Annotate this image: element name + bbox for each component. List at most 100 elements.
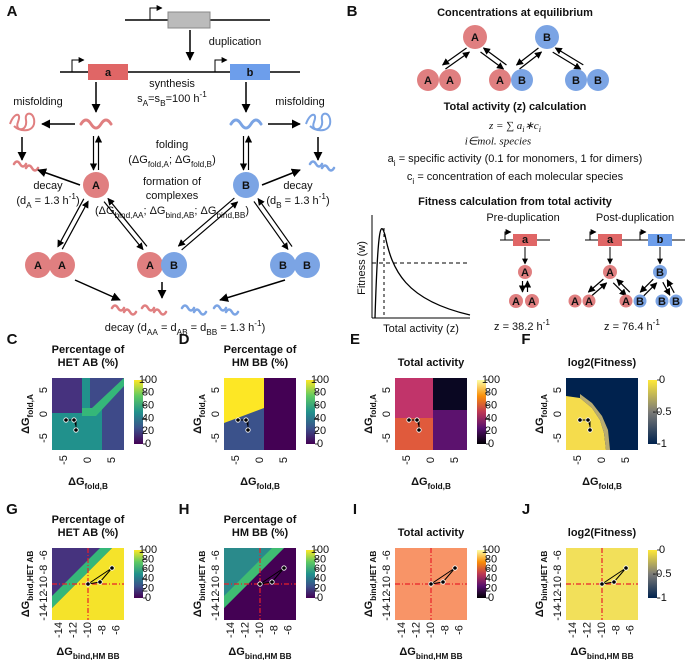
- gene-a: [88, 64, 128, 80]
- x-tick-label: -12: [68, 622, 80, 638]
- trajectory-point: [97, 579, 103, 585]
- gene: [648, 234, 672, 246]
- y-tick-label: -14: [552, 605, 564, 621]
- y-tick-label: 0: [552, 411, 564, 417]
- protein-circle: [83, 172, 109, 198]
- y-axis-label: ΔGbind,HET AB: [363, 551, 378, 618]
- text-segment: bind,AA: [115, 211, 144, 220]
- colorbar-label: 20: [314, 582, 326, 594]
- gene: [598, 234, 622, 246]
- y-tick-label: -8: [381, 565, 393, 575]
- text-segment: ΔG: [582, 476, 598, 488]
- text-segment: fold,B: [191, 160, 213, 169]
- colorbar-label: 40: [142, 573, 154, 585]
- text-segment: ): [245, 205, 249, 217]
- protein-circle: [669, 294, 683, 308]
- protein-label: B: [543, 32, 551, 44]
- x-axis-label: ΔGfold,B: [582, 476, 622, 491]
- x-tick-label: -14: [53, 622, 65, 638]
- x-tick-label: 5: [449, 457, 461, 463]
- trajectory-point: [85, 581, 91, 587]
- label: decay: [33, 180, 63, 192]
- text-segment: bind,BB: [216, 211, 245, 220]
- colorbar-label: -0.5: [653, 568, 672, 580]
- protein-circle: [489, 69, 511, 91]
- protein-label: A: [585, 296, 593, 308]
- protein-label: B: [279, 260, 287, 272]
- text-segment: ): [212, 154, 216, 166]
- degraded-protein: [122, 308, 138, 316]
- x-axis-label: ΔGbind,HM BB: [399, 646, 462, 660]
- protein-label: A: [521, 267, 529, 279]
- colorbar-label: 100: [482, 544, 500, 556]
- text-segment: BB: [206, 328, 218, 337]
- y-axis-label: ΔGbind,HET AB: [20, 551, 35, 618]
- colorbar-label: 20: [485, 425, 497, 437]
- x-tick-label: -10: [254, 622, 266, 638]
- degraded-protein: [110, 304, 126, 312]
- y-tick-label: -14: [38, 605, 50, 621]
- heatmap-title: Percentage of: [52, 344, 125, 356]
- text-segment: =100 h: [166, 93, 200, 105]
- text-segment: (ΔG: [128, 154, 148, 166]
- protein-circle: [270, 252, 296, 278]
- text-segment: = 1.3 h: [32, 195, 69, 207]
- text-segment: bind,AB: [166, 211, 195, 220]
- text-segment: ): [76, 195, 80, 207]
- equilibrium-arrow: [445, 51, 471, 70]
- text-segment: B: [276, 201, 282, 210]
- panel-label: G: [6, 501, 18, 518]
- y-tick-label: -10: [210, 576, 222, 592]
- text-segment: fold,A: [198, 394, 207, 417]
- label: Pre-duplication: [486, 212, 559, 224]
- trajectory-point: [452, 565, 458, 571]
- text-segment: ΔG: [228, 646, 244, 658]
- label: (ΔGfold,A; ΔGfold,B): [128, 154, 216, 169]
- text-segment: i: [394, 159, 396, 168]
- colorbar-label: 100: [311, 374, 329, 386]
- x-tick-label: -8: [610, 625, 622, 635]
- trajectory-point: [235, 417, 241, 423]
- colorbar-label: 40: [485, 573, 497, 585]
- colorbar-label: 0: [317, 592, 323, 604]
- panel-label: J: [522, 501, 530, 518]
- protein-circle: [655, 294, 669, 308]
- x-tick-label: -8: [96, 625, 108, 635]
- y-axis-label: ΔGfold,A: [363, 394, 378, 434]
- heatmap-title: Total activity: [398, 357, 465, 369]
- colorbar-label: 60: [314, 563, 326, 575]
- equilibrium-arrow: [552, 51, 582, 70]
- text-segment: -1: [543, 318, 551, 327]
- x-tick-label: -12: [582, 622, 594, 638]
- gene-b: [230, 64, 270, 80]
- text-segment: c: [407, 171, 413, 183]
- trajectory-point: [245, 427, 251, 433]
- colorbar: [306, 550, 315, 598]
- text-segment: bind,HET AB: [198, 551, 207, 601]
- trajectory-point: [440, 579, 446, 585]
- heatmap-region: [264, 378, 296, 450]
- protein-label: B: [242, 180, 250, 192]
- x-tick-label: 0: [254, 457, 266, 463]
- text-segment: A: [26, 201, 32, 210]
- equilibrium-arrow: [519, 51, 543, 70]
- colorbar-label: 20: [142, 425, 154, 437]
- heatmap-title: HM BB (%): [232, 527, 289, 539]
- equilibrium-arrow: [515, 47, 539, 66]
- colorbar-label: 80: [314, 554, 326, 566]
- x-tick-label: -10: [82, 622, 94, 638]
- protein-label: A: [512, 296, 520, 308]
- label: decay: [283, 180, 313, 192]
- label: (dA = 1.3 h-1): [16, 192, 79, 210]
- text-segment: z = 38.2 h: [494, 321, 543, 333]
- protein-circle: [587, 69, 609, 91]
- x-tick-label: 5: [620, 457, 632, 463]
- colorbar-label: 0: [659, 374, 665, 386]
- panel-label: I: [353, 501, 357, 518]
- equilibrium-arrow: [639, 278, 654, 293]
- heatmap-region: [82, 378, 124, 416]
- text-segment: fold,B: [599, 482, 622, 491]
- text-segment: ; ΔG: [143, 205, 165, 217]
- text-segment: ; ΔG: [169, 154, 191, 166]
- text-segment: fold,A: [369, 394, 378, 417]
